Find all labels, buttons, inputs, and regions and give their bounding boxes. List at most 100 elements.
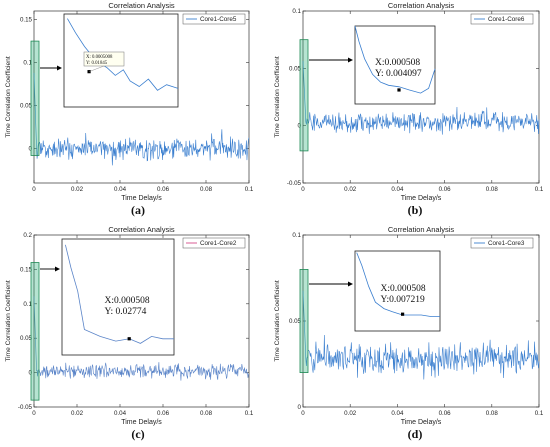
datatip-y: Y:0.007219 bbox=[381, 295, 426, 305]
x-tick-label: 0.02 bbox=[71, 410, 84, 417]
y-tick-label: 0.05 bbox=[289, 318, 302, 325]
x-tick-label: 0.06 bbox=[439, 410, 452, 417]
legend-box bbox=[182, 237, 246, 249]
x-tick-label: 0.1 bbox=[535, 186, 544, 193]
inset-series-line bbox=[356, 252, 440, 317]
datatip-x: X: 0.0005008 bbox=[86, 55, 113, 60]
y-tick-label: 0 bbox=[298, 123, 302, 130]
highlight-region bbox=[299, 269, 309, 373]
y-tick-label: -0.05 bbox=[18, 404, 33, 411]
x-tick-label: 0 bbox=[32, 186, 36, 193]
x-tick-label: 0.08 bbox=[200, 186, 213, 193]
x-tick-label: 0.08 bbox=[200, 410, 213, 417]
x-tick-label: 0.02 bbox=[344, 410, 357, 417]
inset-series-line bbox=[354, 25, 436, 94]
zoom-inset bbox=[354, 250, 441, 332]
chart-title: Correlation Analysis bbox=[388, 225, 455, 234]
y-tick-label: 0.05 bbox=[20, 103, 33, 110]
datatip-leader bbox=[89, 65, 105, 72]
y-tick-label: 0.05 bbox=[289, 65, 302, 72]
highlight-region bbox=[30, 262, 40, 401]
legend-box bbox=[470, 237, 534, 249]
panel-a: Correlation Analysis 0 0.05 0.1 0.15 0 0.02 0.0… bbox=[0, 0, 275, 224]
y-axis-label: Time Correlation Coefficient bbox=[5, 56, 12, 138]
legend-label: Core1-Core6 bbox=[488, 16, 525, 23]
caption-a: (a) bbox=[131, 203, 145, 217]
x-axis-label: Time Delay/s bbox=[121, 419, 162, 426]
plot-area bbox=[33, 10, 250, 184]
y-tick-label: 0.1 bbox=[23, 60, 32, 67]
legend-label: Core1-Core2 bbox=[200, 240, 237, 247]
y-tick-label: 0 bbox=[29, 146, 33, 153]
plot-area bbox=[33, 234, 250, 408]
data-cursor-marker bbox=[127, 337, 131, 341]
chart-c: Correlation Analysis -0.050 0.05 0.1 0.15 0.2… bbox=[5, 225, 254, 426]
caption-d: (d) bbox=[407, 427, 423, 441]
y-tick-label: 0.2 bbox=[23, 232, 32, 239]
x-tick-label: 0.04 bbox=[114, 410, 127, 417]
x-tick-label: 0.1 bbox=[535, 410, 544, 417]
chart-title: Correlation Analysis bbox=[388, 1, 455, 10]
y-axis-label: Time Correlation Coefficient bbox=[274, 56, 281, 138]
x-axis-label: Time Delay/s bbox=[401, 419, 442, 426]
zoom-inset bbox=[354, 25, 436, 105]
inset-series-line bbox=[65, 244, 174, 344]
chart-b: Correlation Analysis-0.0500.050.10 0.02 0.… bbox=[274, 1, 544, 202]
datatip-y: Y: 0.004097 bbox=[375, 69, 422, 79]
zoom-arrow-head bbox=[57, 65, 62, 71]
x-tick-label: 0.02 bbox=[71, 186, 84, 193]
inset-series-line bbox=[67, 18, 179, 91]
datatip-x: X:0.000508 bbox=[105, 296, 150, 306]
x-tick-label: 0.06 bbox=[157, 186, 170, 193]
y-tick-label: 0.05 bbox=[20, 335, 33, 342]
x-tick-label: 0 bbox=[301, 410, 305, 417]
data-cursor-marker bbox=[397, 88, 401, 92]
series-line bbox=[302, 61, 540, 135]
highlight-region bbox=[30, 40, 40, 156]
y-tick-label: 0.1 bbox=[23, 301, 32, 308]
datatip-y: Y: 0.02774 bbox=[105, 307, 147, 317]
x-axis-label: Time Delay/s bbox=[121, 195, 162, 202]
y-tick-label: 0.15 bbox=[20, 266, 33, 273]
chart-a: Correlation Analysis 0 0.05 0.1 0.15 0 0.02 0.0… bbox=[5, 1, 254, 202]
panel-c: Correlation Analysis -0.05 0 0.05 0.1 0.15 0.2… bbox=[0, 224, 275, 447]
highlight-region bbox=[299, 39, 309, 152]
x-tick-label: 0 bbox=[32, 410, 36, 417]
data-cursor-marker bbox=[401, 312, 405, 316]
panel-d: Correlation Analysis 0 0.05 0.1 0 0.02 0.04 0.0… bbox=[274, 224, 550, 447]
y-tick-label: -0.05 bbox=[287, 180, 302, 187]
x-axis-label: Time Delay/s bbox=[401, 195, 442, 202]
panel-b: Correlation Analysis -0.05 0 0.05 0.1 0 0.02 0.… bbox=[274, 0, 550, 224]
y-tick-label: 0.15 bbox=[20, 17, 33, 24]
x-tick-label: 0.08 bbox=[486, 186, 499, 193]
series-line bbox=[302, 290, 540, 380]
datatip-y: Y: 0.01845 bbox=[86, 61, 108, 66]
caption-b: (b) bbox=[407, 203, 423, 217]
zoom-inset bbox=[61, 238, 175, 356]
zoom-arrow-head bbox=[348, 281, 353, 287]
chart-d: Correlation Analysis 0 0.05 0.1 0 0.02 0.04 0.0… bbox=[274, 225, 544, 426]
legend-box bbox=[470, 13, 534, 25]
plot-area bbox=[302, 10, 540, 184]
y-tick-label: 0 bbox=[298, 404, 302, 411]
x-tick-label: 0 bbox=[301, 186, 305, 193]
legend-label: Core1-Core5 bbox=[200, 16, 237, 23]
caption-c: (c) bbox=[131, 427, 145, 441]
x-tick-label: 0.06 bbox=[439, 186, 452, 193]
y-axis-label: Time Correlation Coefficient bbox=[274, 280, 281, 362]
chart-title: Correlation Analysis bbox=[108, 1, 175, 10]
legend-label: Core1-Core3 bbox=[488, 240, 525, 247]
x-tick-label: 0.1 bbox=[245, 410, 254, 417]
x-tick-label: 0.08 bbox=[486, 410, 499, 417]
chart-title: Correlation Analysis bbox=[108, 225, 175, 234]
datatip-x: X:0.000508 bbox=[381, 284, 426, 294]
x-tick-label: 0.02 bbox=[344, 186, 357, 193]
x-tick-label: 0.04 bbox=[391, 410, 404, 417]
y-tick-label: 0.1 bbox=[292, 232, 301, 239]
series-line bbox=[33, 296, 250, 381]
x-tick-label: 0.04 bbox=[114, 186, 127, 193]
series-line bbox=[33, 72, 250, 166]
x-tick-label: 0.04 bbox=[391, 186, 404, 193]
y-axis-label: Time Correlation Coefficient bbox=[5, 280, 12, 362]
y-tick-label: 0.1 bbox=[292, 8, 301, 15]
